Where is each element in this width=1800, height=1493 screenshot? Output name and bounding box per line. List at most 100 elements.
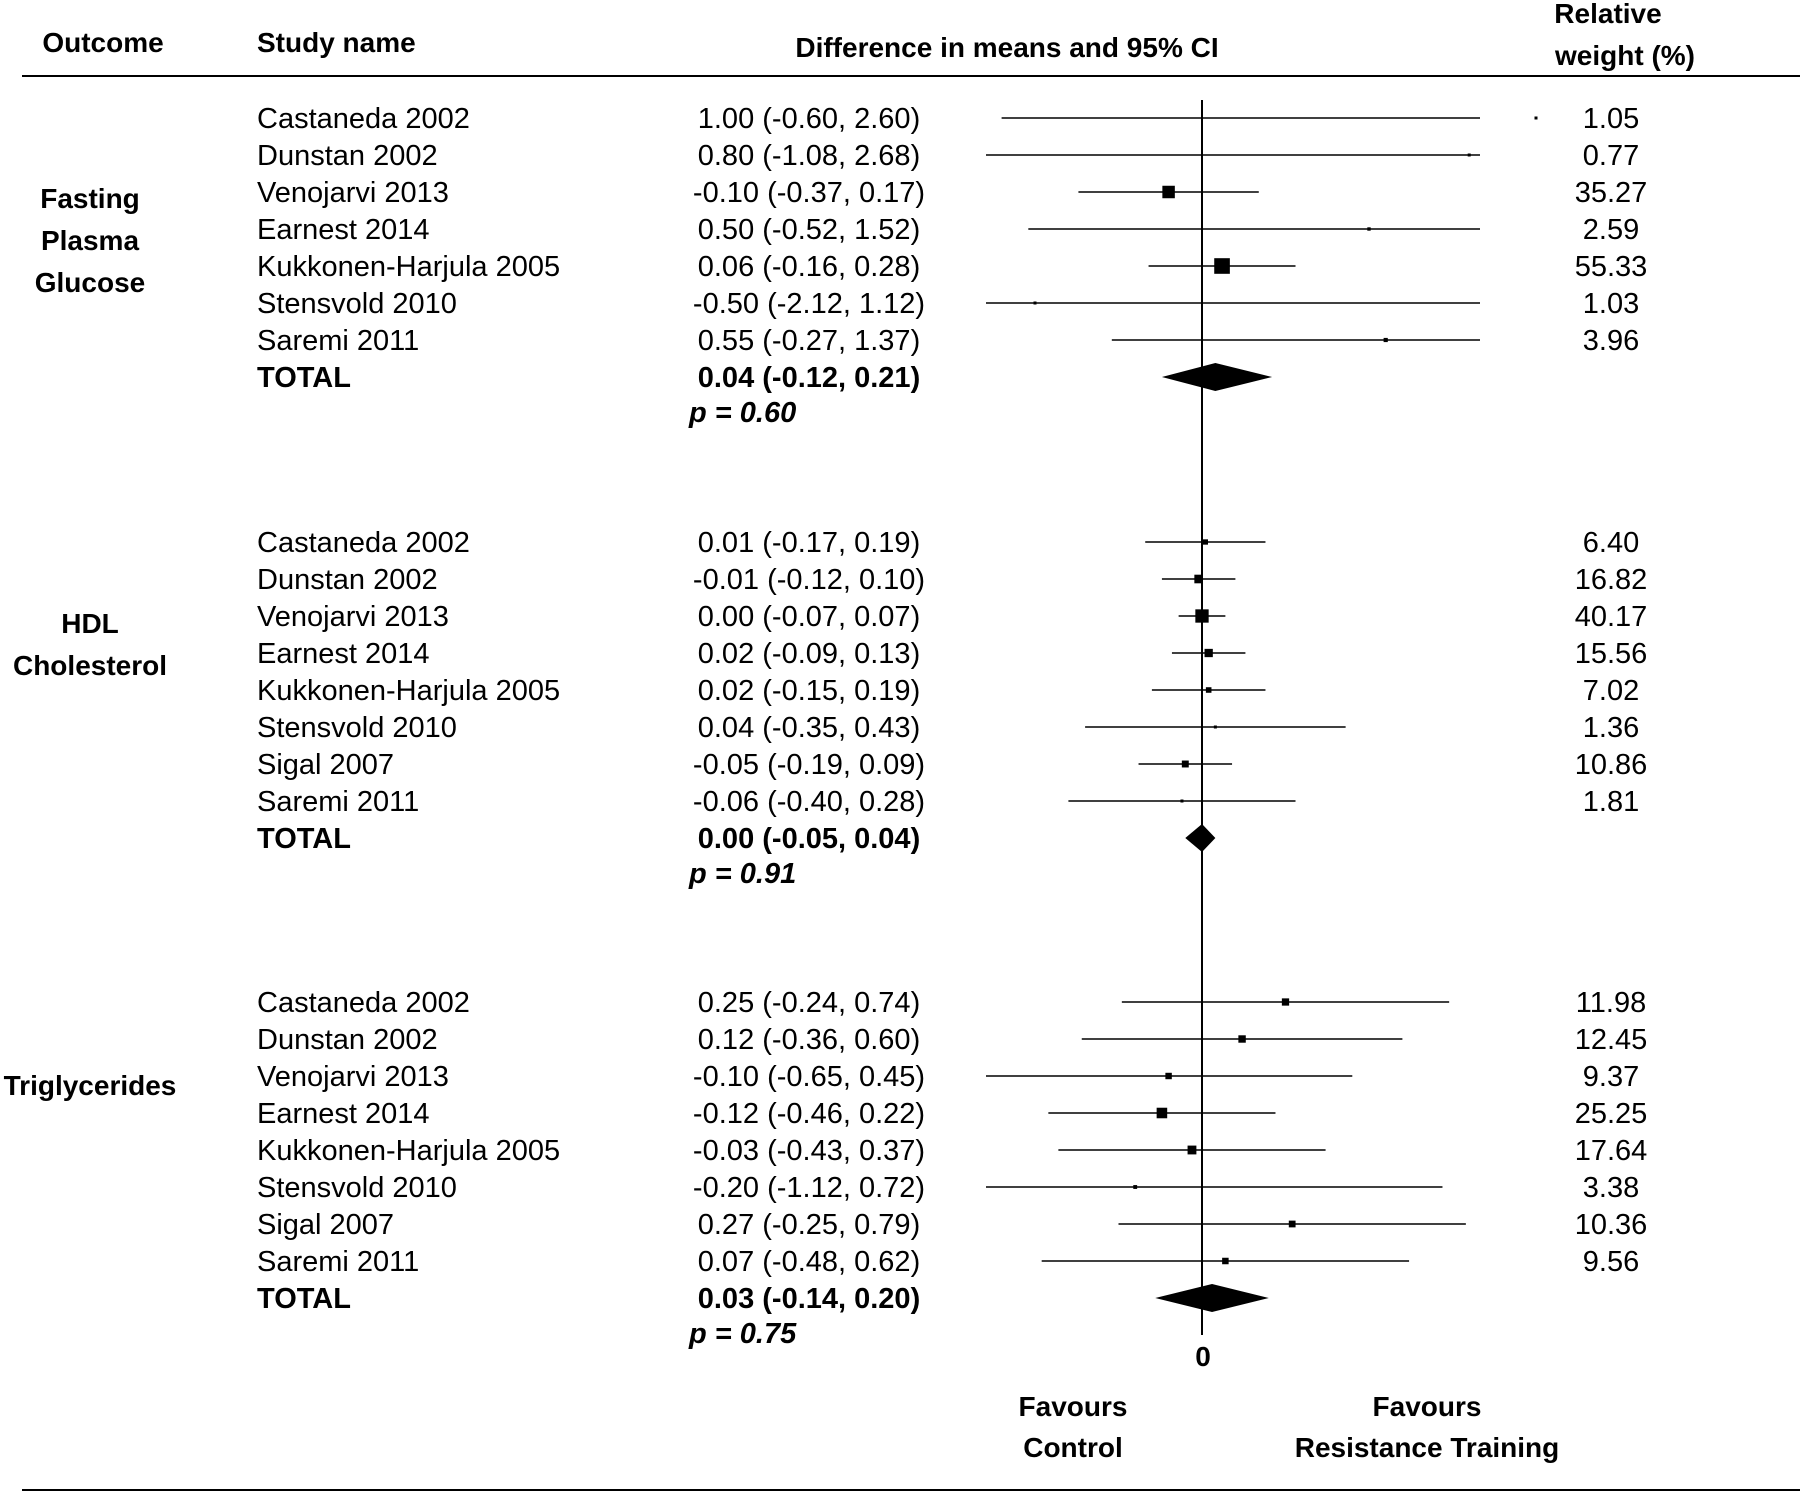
weight-value: 1.05	[1583, 103, 1639, 135]
weight-value: 10.86	[1575, 749, 1648, 781]
point-estimate	[1467, 153, 1471, 157]
point-estimate	[1238, 1035, 1246, 1043]
weight-value: 16.82	[1575, 564, 1648, 596]
point-estimate	[1367, 227, 1371, 231]
ci-text: 0.50 (-0.52, 1.52)	[698, 214, 920, 246]
p-value: p = 0.60	[688, 397, 796, 429]
point-estimate	[1162, 185, 1175, 199]
outcome-label: Fasting	[40, 183, 140, 214]
p-value: p = 0.91	[688, 858, 796, 890]
ci-text: -0.10 (-0.37, 0.17)	[693, 177, 925, 209]
point-estimate	[1156, 1107, 1168, 1119]
study-name: Venojarvi 2013	[257, 1061, 449, 1093]
point-estimate	[1222, 1257, 1229, 1265]
ci-text: -0.50 (-2.12, 1.12)	[693, 288, 925, 320]
header-outcome: Outcome	[42, 27, 163, 58]
header-study-name: Study name	[257, 27, 416, 58]
ci-text: -0.03 (-0.43, 0.37)	[693, 1135, 925, 1167]
weight-value: 10.36	[1575, 1209, 1648, 1241]
weight-value: 2.59	[1583, 214, 1639, 246]
point-estimate	[1214, 258, 1230, 274]
study-name: Earnest 2014	[257, 1098, 430, 1130]
header-weight-line2: weight (%)	[1554, 40, 1695, 71]
point-estimate	[1204, 648, 1213, 658]
point-estimate	[1133, 1185, 1138, 1189]
ci-text: 0.02 (-0.09, 0.13)	[698, 638, 920, 670]
weight-value: 35.27	[1575, 177, 1648, 209]
favours-control-line2: Control	[1023, 1432, 1123, 1463]
point-estimate	[1033, 301, 1037, 305]
outcome-label: Cholesterol	[13, 650, 167, 681]
total-label: TOTAL	[257, 823, 351, 855]
p-value: p = 0.75	[688, 1318, 797, 1350]
study-name: Castaneda 2002	[257, 527, 470, 559]
total-ci-text: 0.00 (-0.05, 0.04)	[698, 823, 920, 855]
weight-value: 55.33	[1575, 251, 1648, 283]
study-name: Saremi 2011	[257, 325, 419, 357]
ci-text: 0.04 (-0.35, 0.43)	[698, 712, 920, 744]
ci-text: -0.12 (-0.46, 0.22)	[693, 1098, 925, 1130]
study-name: Stensvold 2010	[257, 1172, 457, 1204]
study-name: Venojarvi 2013	[257, 601, 449, 633]
weight-value: 17.64	[1575, 1135, 1648, 1167]
outcome-label: Glucose	[35, 267, 145, 298]
weight-value: 9.37	[1583, 1061, 1639, 1093]
weight-value: 25.25	[1575, 1098, 1648, 1130]
study-name: Stensvold 2010	[257, 712, 457, 744]
total-ci-text: 0.03 (-0.14, 0.20)	[698, 1283, 920, 1315]
total-label: TOTAL	[257, 1283, 351, 1315]
point-estimate	[1213, 725, 1217, 729]
point-estimate	[1383, 337, 1388, 343]
point-estimate	[1288, 1220, 1296, 1228]
point-estimate	[1202, 539, 1208, 545]
ci-text: 0.07 (-0.48, 0.62)	[698, 1246, 920, 1278]
study-name: Dunstan 2002	[257, 1024, 438, 1056]
outcome-label: HDL	[61, 608, 119, 639]
study-name: Kukkonen-Harjula 2005	[257, 675, 560, 707]
outcome-label: Plasma	[41, 225, 139, 256]
weight-value: 1.03	[1583, 288, 1639, 320]
ci-text: 0.55 (-0.27, 1.37)	[698, 325, 920, 357]
ci-text: 1.00 (-0.60, 2.60)	[698, 103, 920, 135]
ci-text: -0.06 (-0.40, 0.28)	[693, 786, 925, 818]
point-estimate	[1195, 609, 1209, 623]
ci-text: -0.20 (-1.12, 0.72)	[693, 1172, 925, 1204]
study-name: Sigal 2007	[257, 749, 394, 781]
outcome-label: Triglycerides	[4, 1070, 177, 1101]
ci-text: 0.27 (-0.25, 0.79)	[698, 1209, 920, 1241]
ci-text: 0.02 (-0.15, 0.19)	[698, 675, 920, 707]
point-estimate	[1194, 574, 1203, 584]
favours-rt-line1: Favours	[1373, 1391, 1482, 1422]
weight-value: 3.38	[1583, 1172, 1639, 1204]
header-weight-line1: Relative	[1554, 0, 1661, 29]
study-name: Sigal 2007	[257, 1209, 394, 1241]
ci-text: 0.25 (-0.24, 0.74)	[698, 987, 920, 1019]
point-estimate	[1534, 116, 1538, 120]
point-estimate	[1205, 687, 1212, 693]
study-name: Castaneda 2002	[257, 987, 470, 1019]
point-estimate	[1180, 799, 1184, 803]
weight-value: 3.96	[1583, 325, 1639, 357]
total-label: TOTAL	[257, 362, 351, 394]
point-estimate	[1181, 760, 1189, 768]
study-name: Earnest 2014	[257, 214, 430, 246]
favours-control-line1: Favours	[1019, 1391, 1128, 1422]
ci-text: 0.12 (-0.36, 0.60)	[698, 1024, 920, 1056]
study-name: Kukkonen-Harjula 2005	[257, 251, 560, 283]
ci-text: 0.01 (-0.17, 0.19)	[698, 527, 920, 559]
study-name: Castaneda 2002	[257, 103, 470, 135]
total-diamond	[1185, 824, 1216, 852]
ci-text: 0.06 (-0.16, 0.28)	[698, 251, 920, 283]
study-name: Earnest 2014	[257, 638, 430, 670]
weight-value: 11.98	[1576, 987, 1646, 1019]
study-name: Dunstan 2002	[257, 140, 438, 172]
point-estimate	[1281, 998, 1290, 1006]
point-estimate	[1187, 1145, 1197, 1155]
total-diamond	[1155, 1284, 1269, 1312]
ci-text: -0.10 (-0.65, 0.45)	[693, 1061, 925, 1093]
study-name: Stensvold 2010	[257, 288, 457, 320]
ci-text: 0.00 (-0.07, 0.07)	[698, 601, 920, 633]
weight-value: 1.81	[1583, 786, 1639, 818]
weight-value: 6.40	[1583, 527, 1639, 559]
study-name: Saremi 2011	[257, 786, 419, 818]
